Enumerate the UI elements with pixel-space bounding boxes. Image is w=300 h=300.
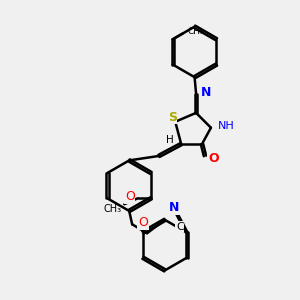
Text: N: N	[200, 85, 211, 98]
Text: N: N	[169, 201, 179, 214]
Text: CH₃: CH₃	[103, 204, 122, 214]
Text: S: S	[168, 111, 177, 124]
Text: CH₃: CH₃	[187, 27, 204, 36]
Text: C: C	[176, 221, 184, 232]
Text: NH: NH	[218, 121, 235, 131]
Text: H: H	[166, 135, 174, 145]
Text: O: O	[138, 216, 148, 229]
Text: O: O	[208, 152, 219, 165]
Text: O: O	[125, 190, 135, 203]
